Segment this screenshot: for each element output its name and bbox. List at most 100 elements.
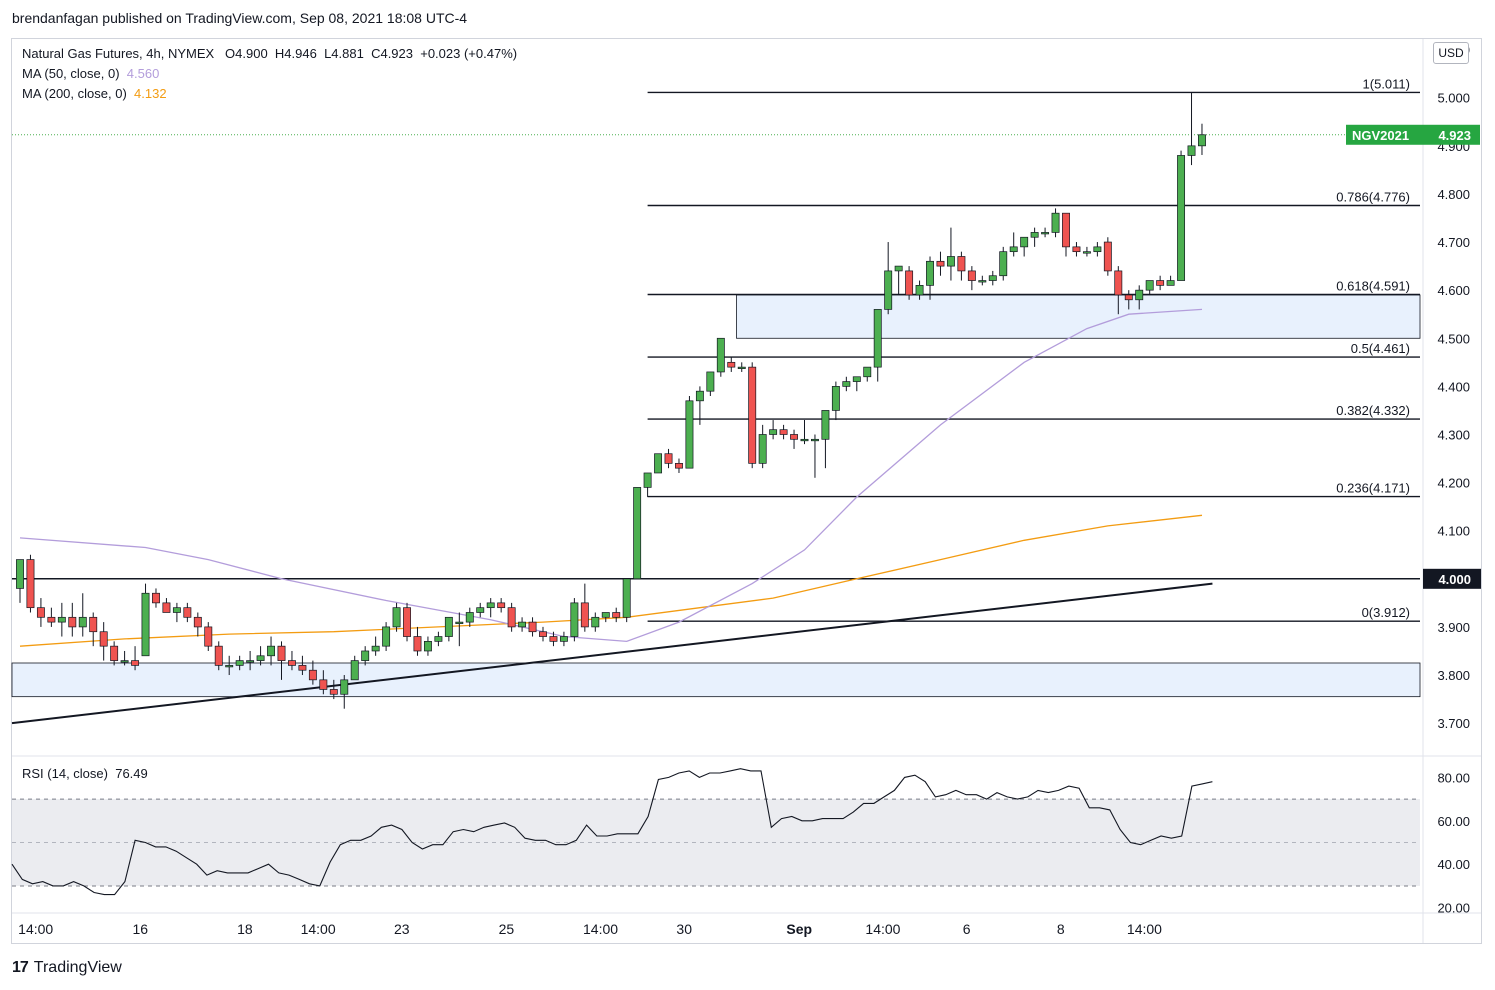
candle-body (329, 689, 338, 695)
candle-body (183, 607, 192, 618)
candle-body (225, 665, 234, 668)
candle-body (308, 669, 317, 681)
symbol-title: Natural Gas Futures, 4h, NYMEX (22, 46, 215, 61)
candle-body (36, 607, 45, 618)
candle-body (497, 602, 506, 609)
candle-body (413, 636, 422, 652)
candle-body (340, 679, 349, 695)
publisher-caption: brendanfagan published on TradingView.co… (12, 10, 468, 26)
candle-body (319, 679, 328, 690)
ma200-value: 4.132 (134, 86, 167, 101)
candle-body (1030, 232, 1039, 238)
candle-body (800, 438, 809, 442)
time-axis-tick: 6 (963, 921, 971, 937)
chart-frame (11, 38, 1482, 944)
price-axis-tick: 4.500 (1437, 331, 1470, 346)
candle-body (403, 607, 411, 637)
price-tag (1346, 124, 1480, 145)
candle-body (769, 429, 778, 435)
candle-body (716, 337, 725, 373)
candle-body (706, 371, 715, 392)
candle-body (277, 645, 286, 661)
candle-body (204, 626, 213, 647)
candle-body (361, 650, 370, 661)
candle-body (580, 602, 589, 628)
candle-body (654, 453, 663, 474)
candle-body (612, 612, 621, 618)
candle-body (863, 366, 872, 378)
chart-legend: Natural Gas Futures, 4h, NYMEX O4.900 H4… (22, 44, 517, 104)
candle-body (16, 559, 24, 589)
fib-level-label: 0.5(4.461) (1351, 341, 1410, 356)
time-axis-tick: 14:00 (18, 921, 53, 937)
candle-body (131, 660, 140, 666)
price-tag-symbol: NGV2021 (1352, 128, 1409, 143)
candle-body (884, 270, 893, 310)
price-axis-tick: 3.700 (1437, 716, 1470, 731)
candle-body (235, 660, 244, 666)
candle-body (1177, 155, 1186, 281)
candle-body (842, 381, 851, 387)
candle-body (1198, 134, 1206, 147)
trendline (11, 582, 1213, 725)
symbol-row: Natural Gas Futures, 4h, NYMEX O4.900 H4… (22, 44, 517, 64)
candle-body (371, 645, 380, 652)
rsi-line (11, 768, 1213, 896)
price-axis-tick: 5.000 (1437, 91, 1470, 106)
fib-level-label: 0.382(4.332) (1336, 403, 1410, 418)
time-axis-tick: 23 (394, 921, 410, 937)
candle-body (790, 434, 798, 440)
candle-body (486, 602, 495, 609)
candle-body (905, 270, 914, 296)
ma50-row: MA (50, close, 0) 4.560 (22, 64, 517, 84)
candle-body (434, 636, 443, 642)
candle-body (528, 621, 537, 633)
time-axis-tick: 14:00 (865, 921, 900, 937)
footer-brand[interactable]: 17 TradingView (12, 959, 122, 977)
candle-body (89, 616, 98, 633)
price-axis-tick: 4.400 (1437, 379, 1470, 394)
ohlc-close: C4.923 (371, 46, 413, 61)
price-axis-tick: 4.100 (1437, 524, 1470, 539)
candle-body (392, 607, 401, 628)
candle-body (748, 366, 757, 464)
candle-body (727, 361, 736, 368)
candle-body (591, 616, 600, 628)
candle-body (811, 438, 819, 442)
candle-body (852, 376, 861, 382)
level-tag (1423, 568, 1481, 589)
candle-body (476, 607, 485, 613)
rsi-axis-tick: 60.00 (1437, 814, 1470, 829)
support-zone (736, 294, 1421, 339)
candle-body (26, 559, 35, 609)
candle-body (1114, 270, 1123, 296)
fib-level-label: 1(5.011) (1363, 76, 1410, 91)
candle-body (1124, 294, 1133, 301)
time-axis-tick: 16 (133, 921, 149, 937)
candle-body (1041, 232, 1050, 235)
candle-body (141, 592, 150, 657)
candle-body (1062, 212, 1070, 248)
currency-button[interactable]: USD (1433, 42, 1469, 64)
price-axis-tick: 4.200 (1437, 476, 1470, 491)
rsi-legend: RSI (14, close) 76.49 (22, 766, 148, 781)
time-axis-tick: 18 (237, 921, 253, 937)
candle-body (999, 251, 1008, 277)
time-axis-tick: 14:00 (583, 921, 618, 937)
candle-body (946, 256, 955, 267)
ma200-row: MA (200, close, 0) 4.132 (22, 84, 517, 104)
candle-body (423, 641, 432, 652)
candle-body (246, 660, 255, 663)
candle-body (1093, 246, 1102, 253)
candle-body (570, 602, 579, 637)
candle-body (978, 280, 987, 283)
time-axis-tick: 8 (1057, 921, 1065, 937)
support-zone (11, 662, 1421, 698)
candle-body (193, 616, 202, 628)
rsi-axis-tick: 20.00 (1437, 901, 1470, 916)
candle-body (1187, 145, 1196, 156)
ma200-line (19, 514, 1203, 647)
candle-body (633, 487, 642, 580)
candle-body (110, 645, 119, 661)
